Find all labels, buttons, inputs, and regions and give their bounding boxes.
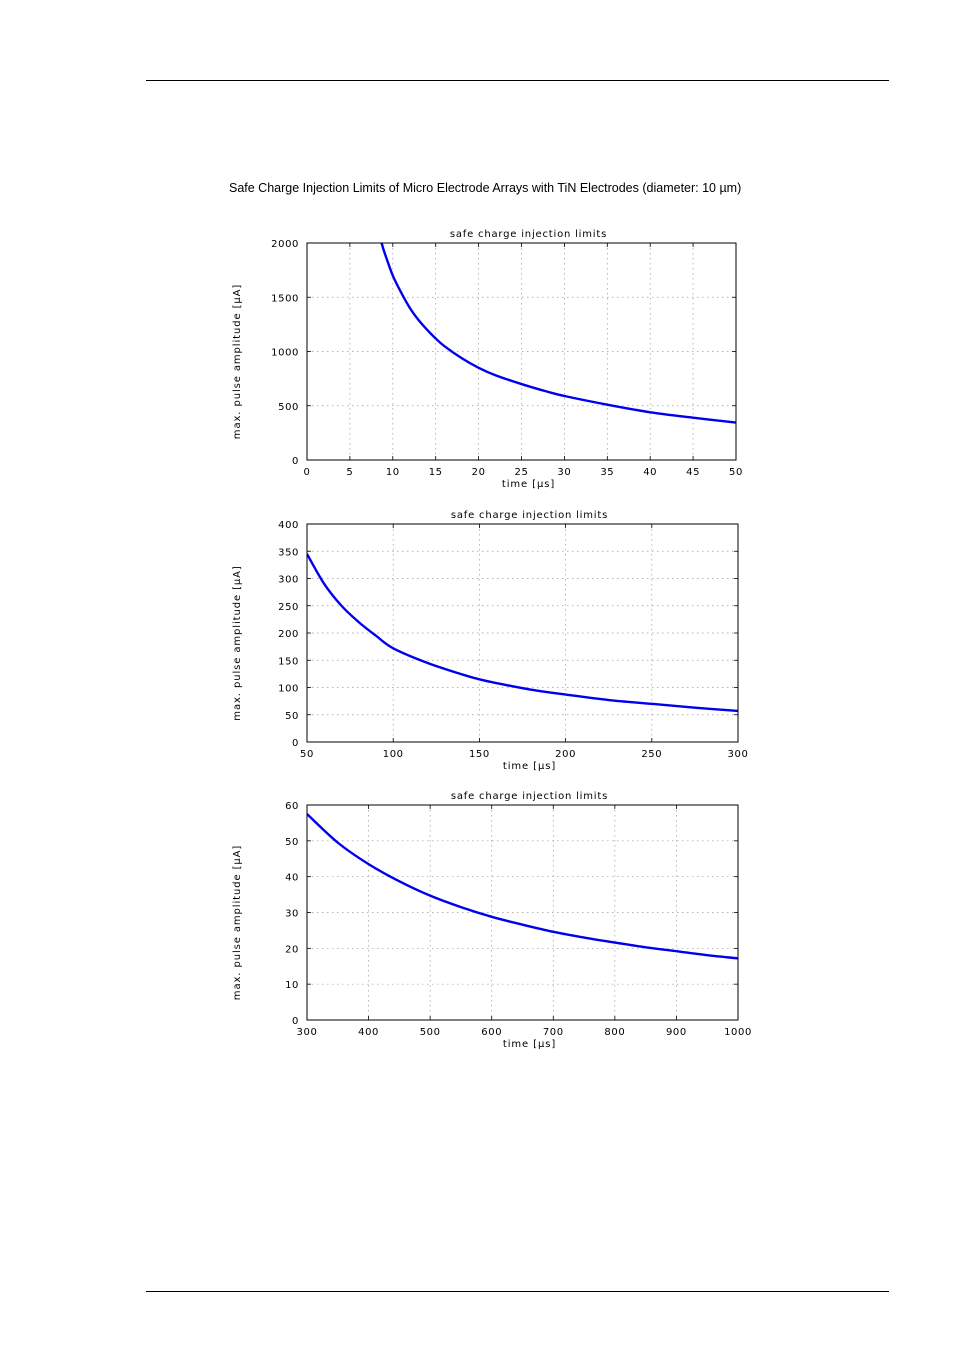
x-axis-label: time [µs] (503, 1039, 556, 1050)
y-tick-label: 0 (292, 738, 299, 749)
x-tick-label: 25 (515, 467, 529, 478)
y-tick-label: 200 (278, 629, 299, 640)
x-tick-label: 50 (300, 749, 314, 760)
x-tick-label: 700 (543, 1027, 564, 1038)
x-tick-label: 40 (643, 467, 657, 478)
x-tick-label: 50 (729, 467, 743, 478)
y-tick-label: 500 (278, 402, 299, 413)
series-line (307, 813, 738, 960)
footer-rule (146, 1291, 889, 1292)
y-tick-label: 350 (278, 547, 299, 558)
x-axis-label: time [µs] (503, 761, 556, 772)
x-tick-label: 10 (386, 467, 400, 478)
x-tick-label: 400 (358, 1027, 379, 1038)
y-tick-label: 50 (285, 837, 299, 848)
y-tick-label: 50 (285, 711, 299, 722)
x-tick-label: 0 (304, 467, 311, 478)
chart-3: 300 400 500 600 700 800 900 1000 0 10 20 30 40 50 60 sa… (232, 791, 752, 1050)
y-tick-label: 250 (278, 602, 299, 613)
x-tick-label: 800 (604, 1027, 625, 1038)
x-tick-label: 600 (481, 1027, 502, 1038)
y-tick-label: 60 (285, 801, 299, 812)
y-axis-label: max. pulse amplitude [µA] (232, 845, 243, 1000)
y-tick-label: 400 (278, 520, 299, 531)
y-tick-label: 40 (285, 873, 299, 884)
y-tick-label: 1000 (271, 348, 299, 359)
header-rule (146, 80, 889, 81)
y-tick-label: 2000 (271, 239, 299, 250)
plot-frame (306, 242, 737, 461)
y-axis-label: max. pulse amplitude [µA] (232, 565, 243, 720)
chart-2: 50 100 150 200 250 30005010015020025030035040… (232, 510, 749, 772)
chart-title: safe charge injection limits (451, 510, 608, 521)
y-tick-label: 1500 (271, 293, 299, 304)
x-tick-label: 500 (420, 1027, 441, 1038)
y-axis-label: max. pulse amplitude [µA] (232, 284, 243, 439)
y-tick-label: 0 (292, 456, 299, 467)
y-tick-label: 10 (285, 980, 299, 991)
x-tick-label: 30 (557, 467, 571, 478)
y-tick-label: 150 (278, 656, 299, 667)
x-tick-label: 250 (641, 749, 662, 760)
x-tick-label: 200 (555, 749, 576, 760)
plot-frame (306, 523, 739, 743)
y-tick-label: 30 (285, 909, 299, 920)
x-tick-label: 300 (297, 1027, 318, 1038)
x-tick-label: 300 (728, 749, 749, 760)
y-tick-label: 300 (278, 575, 299, 586)
series-line (380, 243, 736, 424)
chart-title: safe charge injection limits (450, 229, 607, 240)
x-tick-label: 5 (346, 467, 353, 478)
figure-title: Safe Charge Injection Limits of Micro El… (229, 181, 742, 195)
x-tick-label: 150 (469, 749, 490, 760)
x-tick-label: 35 (600, 467, 614, 478)
x-tick-label: 15 (429, 467, 443, 478)
series-line (307, 553, 738, 713)
x-tick-label: 100 (383, 749, 404, 760)
chart-title: safe charge injection limits (451, 791, 608, 802)
chart-1: 0 5 10 15 20 25 30 35 40 45 500500100015002000safe… (232, 229, 743, 490)
x-tick-label: 20 (472, 467, 486, 478)
x-axis-label: time [µs] (502, 479, 555, 490)
x-tick-label: 900 (666, 1027, 687, 1038)
x-tick-label: 1000 (724, 1027, 752, 1038)
plot-frame (306, 804, 739, 1021)
y-tick-label: 0 (292, 1016, 299, 1027)
y-tick-label: 20 (285, 944, 299, 955)
y-tick-label: 100 (278, 684, 299, 695)
x-tick-label: 45 (686, 467, 700, 478)
